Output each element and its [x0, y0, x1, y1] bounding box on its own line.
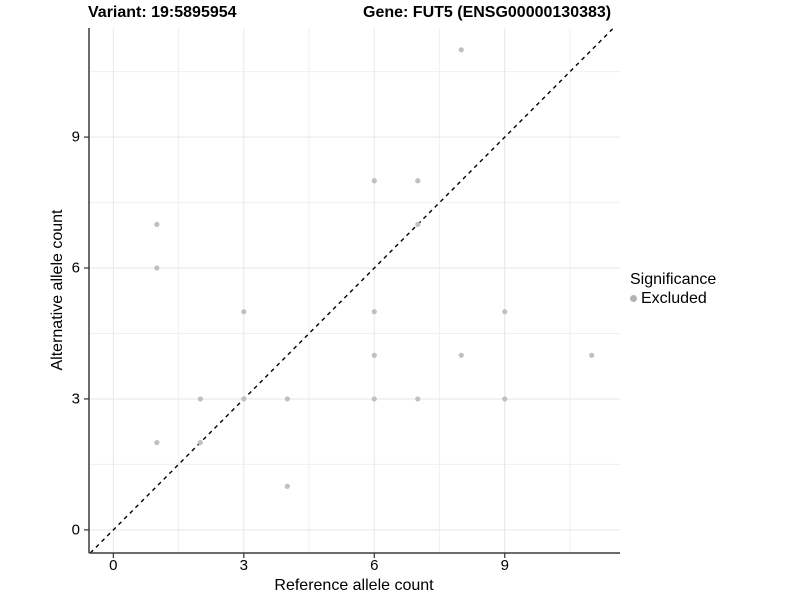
x-tick-label: 6 — [370, 557, 379, 574]
data-point — [502, 396, 508, 402]
y-tick-label: 0 — [71, 521, 80, 539]
data-point — [371, 396, 377, 402]
y-tick-label: 3 — [71, 390, 80, 408]
x-tick-label: 3 — [239, 557, 248, 574]
identity-line — [89, 27, 614, 554]
legend-item: Excluded — [630, 290, 716, 307]
data-point — [371, 352, 377, 358]
data-point — [458, 352, 464, 358]
legend-title: Significance — [630, 271, 717, 288]
y-axis-title: Alternative allele count — [49, 209, 66, 371]
legend: Significance Excluded — [630, 271, 716, 307]
y-tick-label: 9 — [71, 128, 80, 146]
data-point — [197, 439, 203, 446]
legend-key-dot-icon — [630, 295, 637, 302]
y-tick-label: 6 — [71, 259, 80, 277]
data-point — [241, 309, 247, 315]
data-point — [589, 352, 595, 358]
data-point — [502, 309, 508, 315]
data-point — [154, 439, 160, 446]
data-point — [371, 309, 377, 315]
variant-title: Variant: 19:5895954 — [88, 4, 237, 21]
legend-items: Excluded — [630, 290, 716, 307]
data-point — [415, 178, 421, 184]
gene-title: Gene: FUT5 (ENSG00000130383) — [363, 4, 612, 21]
data-point — [154, 265, 160, 271]
data-point — [371, 178, 377, 184]
x-axis-title: Reference allele count — [274, 577, 434, 594]
data-point — [284, 396, 290, 402]
data-point — [197, 396, 203, 402]
legend-item-label: Excluded — [641, 289, 707, 307]
data-point — [415, 221, 421, 227]
x-tick-label: 0 — [109, 557, 118, 574]
data-point — [458, 47, 464, 53]
data-point — [154, 221, 160, 227]
x-tick-label: 9 — [500, 557, 509, 574]
data-point — [241, 396, 247, 402]
data-point — [284, 483, 290, 489]
data-point — [415, 396, 421, 402]
